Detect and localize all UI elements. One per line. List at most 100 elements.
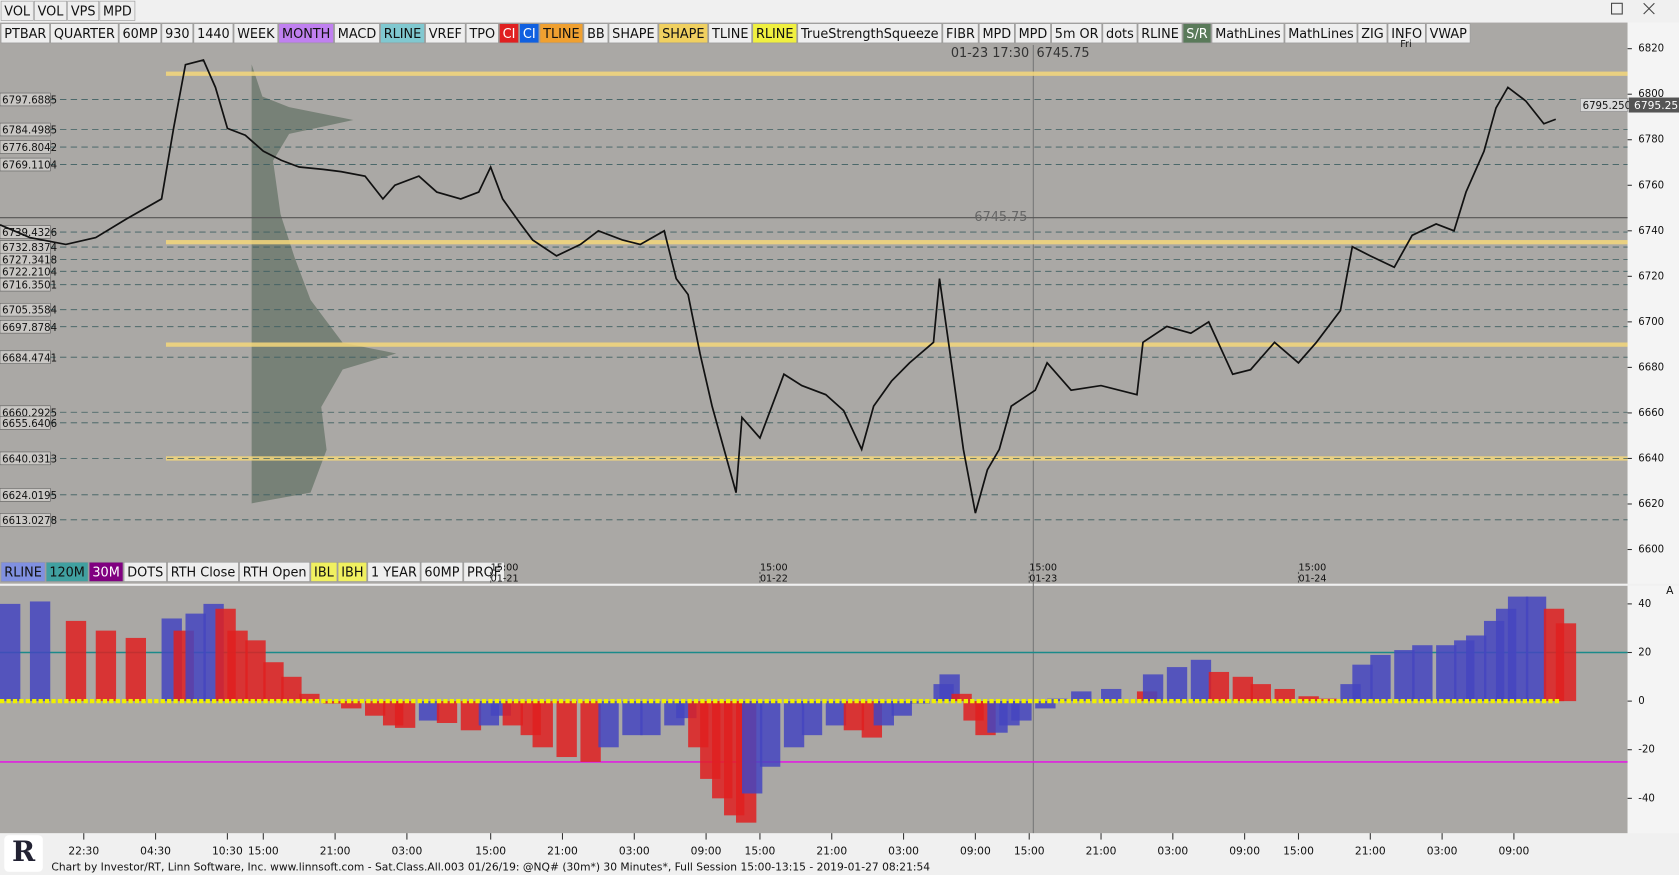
toolbar-button[interactable] (752, 23, 798, 44)
toolbar-button[interactable] (608, 23, 659, 44)
button-label: 60MP (424, 565, 459, 580)
button-label: VWAP (1430, 27, 1468, 42)
level-label: 6624.0195 (2, 491, 57, 502)
toolbar-button[interactable] (380, 23, 425, 44)
histogram-bar (1394, 650, 1415, 702)
value-band (165, 342, 1628, 347)
histogram-bar (1436, 645, 1457, 702)
toolbar-button[interactable] (34, 0, 67, 21)
toolbar-button[interactable] (193, 23, 234, 44)
toolbar-button[interactable] (658, 23, 709, 44)
toolbar-button[interactable] (1182, 23, 1212, 44)
x-tick-label: 21:00 (547, 844, 578, 857)
window-restore[interactable] (1611, 2, 1623, 15)
logo: R (12, 835, 36, 868)
level-label-bg (0, 225, 51, 239)
histogram-bar (1190, 659, 1212, 702)
toolbar-button[interactable] (50, 23, 119, 44)
level-label-bg (0, 302, 51, 317)
toolbar-button[interactable] (708, 23, 752, 44)
x-tick-label: 21:00 (1086, 844, 1117, 857)
toolbar-button[interactable] (519, 23, 540, 44)
toolbar-button[interactable] (1426, 23, 1471, 44)
price-axis-bg (1627, 22, 1679, 584)
toolbar-button[interactable] (161, 23, 194, 44)
toolbar-button[interactable] (1387, 23, 1426, 44)
y-tick-label: 20 (1638, 648, 1651, 659)
button-label: MPD (103, 4, 132, 19)
toolbar-button[interactable] (233, 23, 279, 44)
toolbar-button[interactable] (167, 561, 239, 582)
histogram-bar (29, 601, 51, 702)
toolbar-button[interactable] (239, 561, 311, 582)
toolbar-button[interactable] (1137, 23, 1183, 44)
toolbar-button[interactable] (45, 561, 89, 582)
toolbar-button[interactable] (1284, 23, 1358, 44)
toolbar-button[interactable] (465, 23, 499, 44)
toolbar-button[interactable] (425, 23, 466, 44)
histogram-bar (1232, 676, 1254, 702)
histogram-bar (1101, 688, 1122, 702)
value-band (165, 71, 1628, 76)
button-label: 5m OR (1055, 27, 1099, 42)
button-label: CI (503, 27, 516, 42)
level-label: 6769.1104 (2, 161, 57, 172)
session-time: 15:00 (1029, 563, 1057, 574)
toolbar-button[interactable] (499, 23, 519, 44)
histogram-bar (556, 701, 577, 758)
toolbar-button[interactable] (797, 23, 943, 44)
session-date: 01-23 (1029, 573, 1057, 584)
toolbar-button[interactable] (1015, 23, 1051, 44)
y-tick-label: 6820 (1638, 44, 1664, 55)
toolbar-button[interactable] (334, 23, 380, 44)
level-label: 6784.4985 (2, 126, 57, 137)
histogram-bar (1412, 645, 1433, 702)
y-tick-label: 6620 (1638, 499, 1664, 510)
toolbar-button[interactable] (67, 0, 100, 21)
toolbar-button[interactable] (278, 23, 334, 44)
crosshair-ghost-value: 6745.75 (974, 210, 1027, 225)
toolbar-button[interactable] (539, 23, 584, 44)
histogram-bar (741, 701, 763, 794)
toolbar-button[interactable] (978, 23, 1015, 44)
toolbar-button[interactable] (118, 23, 162, 44)
toolbar-button[interactable] (99, 0, 136, 21)
button-label: RTH Close (171, 565, 236, 580)
histogram-bar (502, 701, 523, 726)
toolbar-button[interactable] (0, 23, 50, 44)
histogram-bar (891, 701, 912, 716)
toolbar-button[interactable] (310, 561, 338, 582)
histogram-bar (95, 630, 117, 702)
session-time: 15:00 (491, 563, 519, 574)
session-date: 01-21 (491, 573, 519, 584)
histogram-bar (622, 701, 643, 736)
toolbar-button[interactable] (1051, 23, 1103, 44)
toolbar-button[interactable] (0, 561, 46, 582)
y-tick-label: 6800 (1638, 89, 1664, 100)
toolbar-button[interactable] (463, 561, 505, 582)
footer: Chart by Investor/RT, Linn Software, Inc… (51, 860, 930, 873)
toolbar-button[interactable] (337, 561, 368, 582)
histogram-bar (1011, 701, 1032, 721)
toolbar-button[interactable] (1357, 23, 1388, 44)
toolbar-button[interactable] (123, 561, 167, 582)
value-band (165, 240, 1628, 245)
button-label: DOTS (127, 565, 163, 580)
histogram-bar (1298, 696, 1319, 702)
toolbar-button[interactable] (942, 23, 979, 44)
button-label: SHAPE (662, 27, 704, 42)
price-panel (0, 22, 1628, 584)
button-label: FIBR (946, 27, 975, 42)
toolbar-button[interactable] (0, 0, 34, 21)
x-tick-label: 15:00 (745, 844, 776, 857)
window-close[interactable] (1643, 2, 1655, 15)
button-label: TLINE (542, 27, 579, 42)
toolbar-button[interactable] (1211, 23, 1285, 44)
level-label: 6716.3501 (2, 281, 57, 292)
toolbar-button[interactable] (583, 23, 609, 44)
toolbar-button[interactable] (1102, 23, 1138, 44)
toolbar-button[interactable] (420, 561, 464, 582)
toolbar-button[interactable] (367, 561, 421, 582)
toolbar-button[interactable] (88, 561, 124, 582)
